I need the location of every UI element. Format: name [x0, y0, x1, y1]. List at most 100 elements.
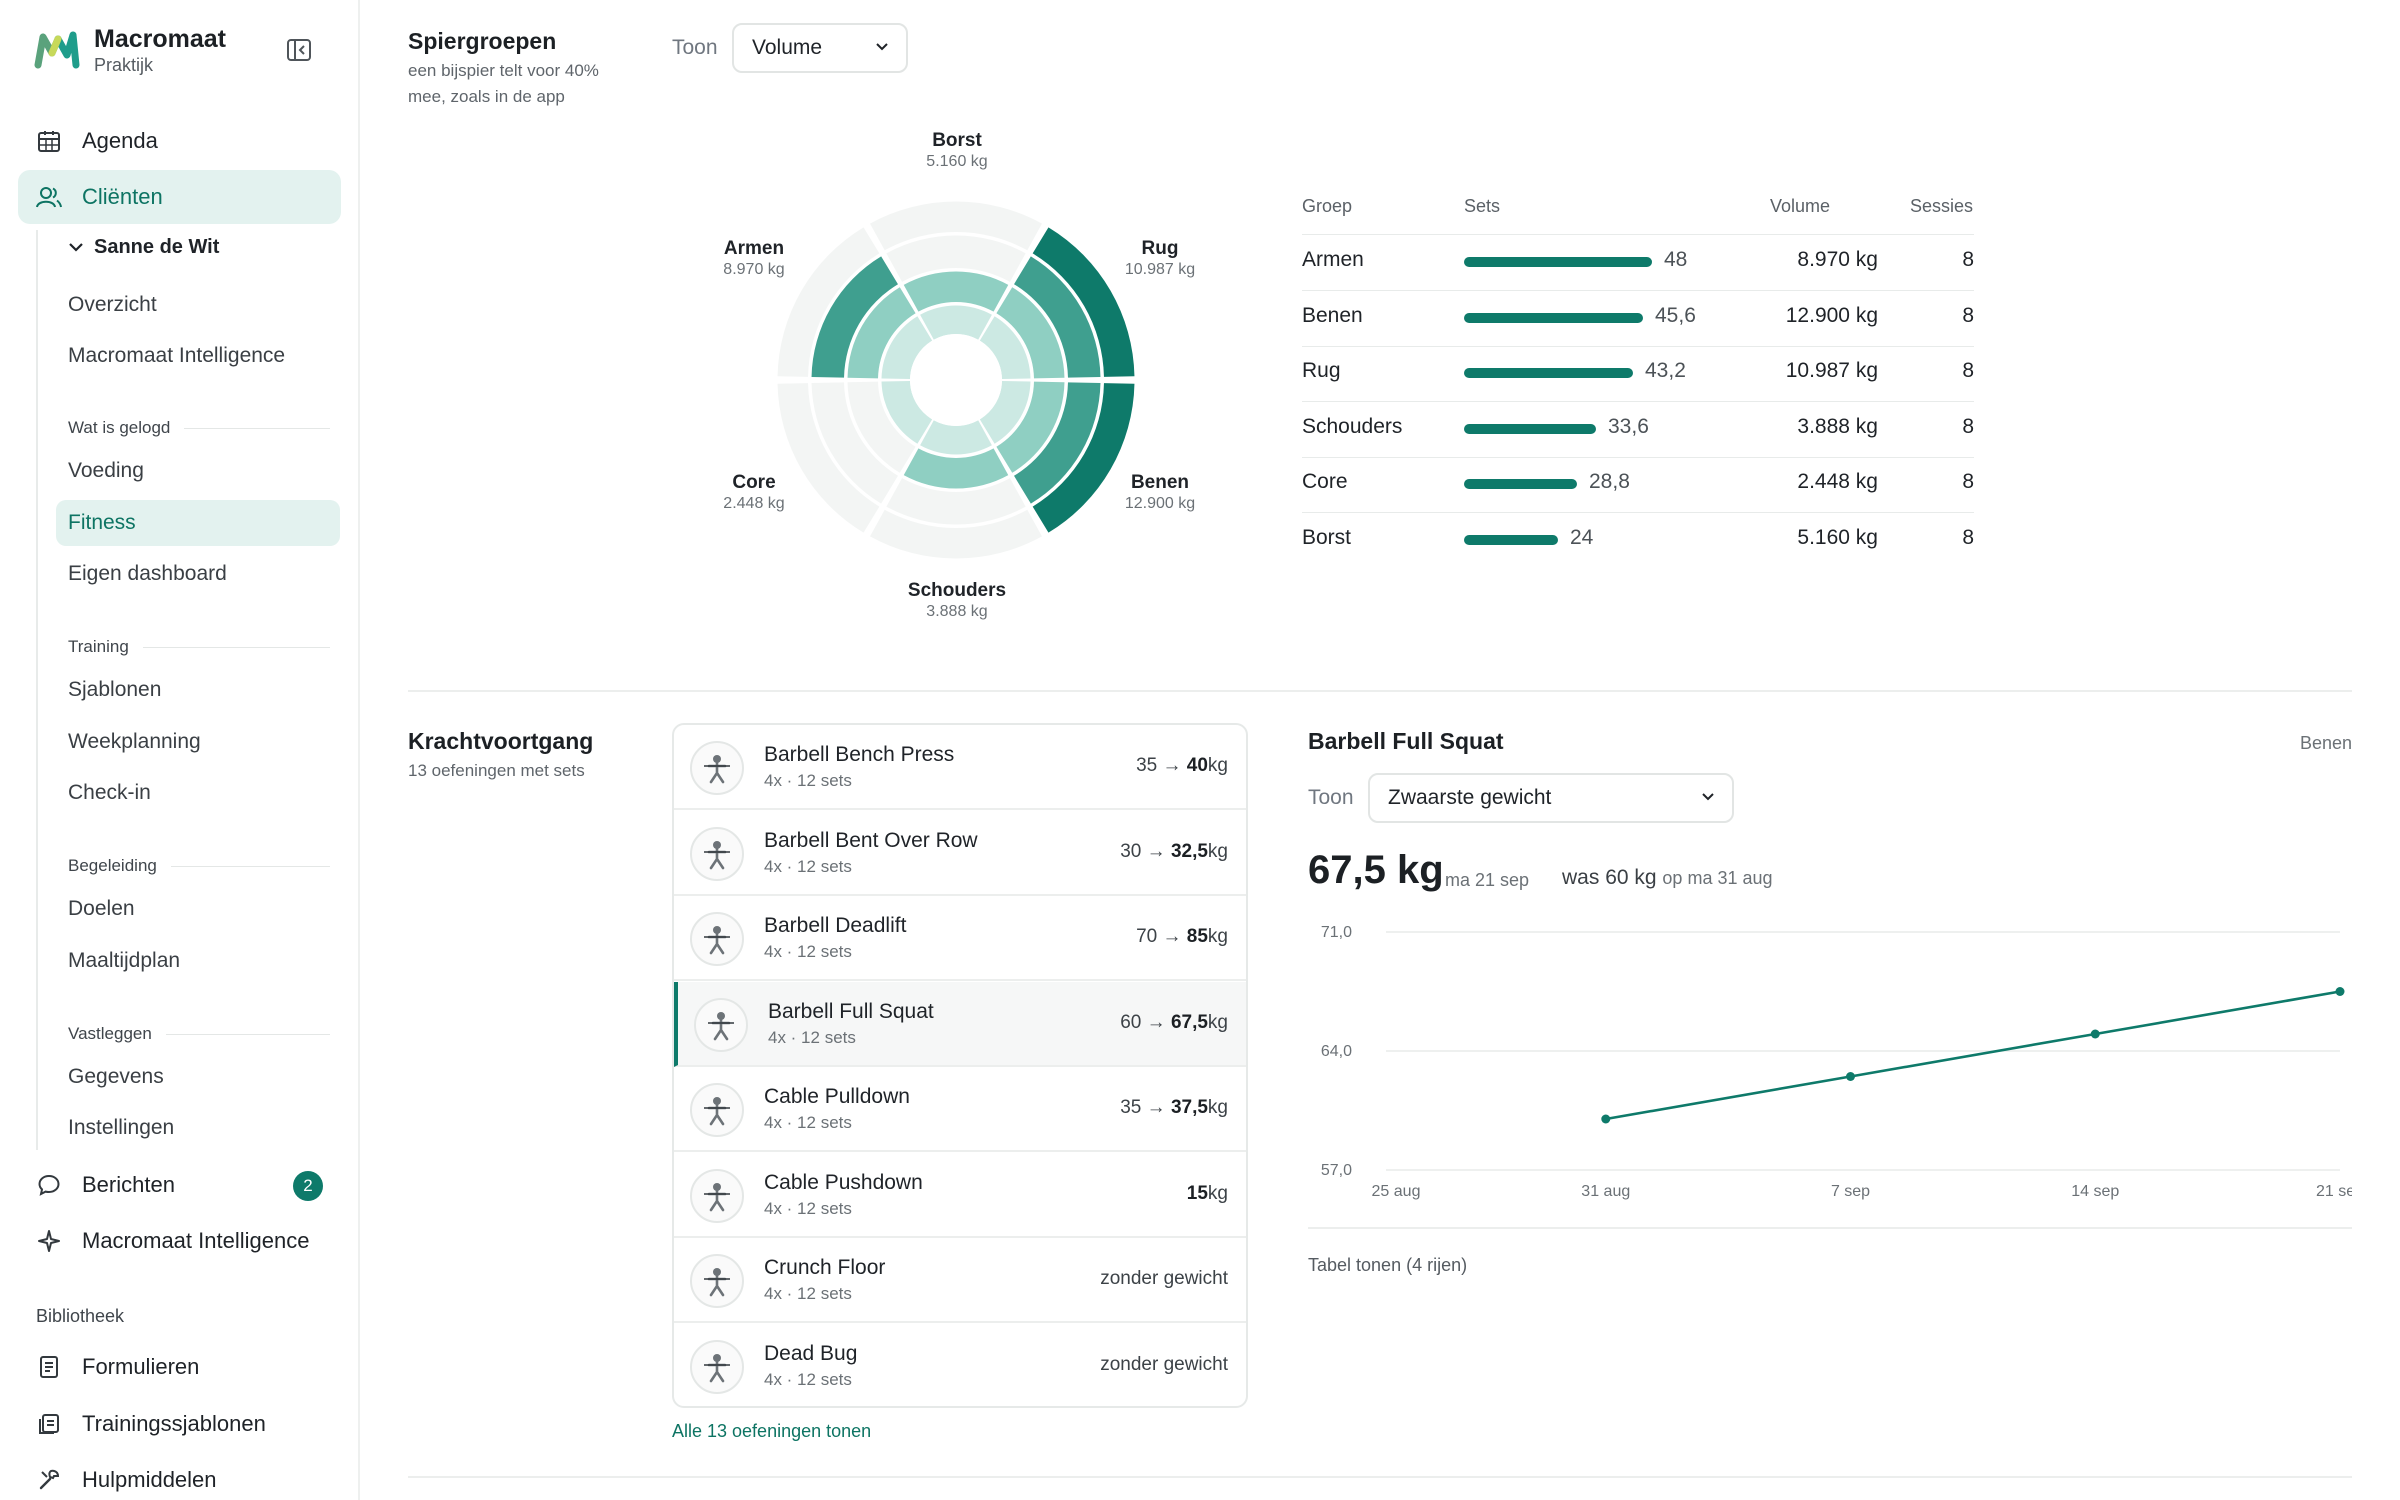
nav-hulpmiddelen[interactable]: Hulpmiddelen	[18, 1453, 341, 1500]
exercise-progress: 60 → 67,5kg	[1120, 1012, 1228, 1034]
radial-name: Armen	[723, 238, 785, 259]
radial-segment-core	[811, 382, 898, 504]
collapse-sidebar-icon[interactable]	[286, 38, 312, 62]
exercise-figure-icon	[690, 1339, 744, 1394]
muscles-title: Spiergroepen	[408, 28, 557, 54]
cell-sessies: 8	[1962, 526, 1974, 549]
radial-value: 2.448 kg	[723, 495, 785, 512]
brand[interactable]: Macromaat Praktijk	[34, 24, 226, 76]
muscles-metric-select[interactable]: Volume	[732, 23, 908, 73]
sidebar-item-doelen[interactable]: Doelen	[56, 886, 340, 932]
cell-sessies: 8	[1962, 414, 1974, 438]
cell-volume: 2.448 kg	[1797, 470, 1878, 494]
exercise-row[interactable]: Barbell Bent Over Row 4x · 12 sets 30 → …	[674, 811, 1246, 896]
nav-formulieren[interactable]: Formulieren	[18, 1340, 341, 1394]
radial-value: 12.900 kg	[1124, 495, 1196, 512]
group-label-text: Begeleiding	[68, 856, 157, 875]
radial-segment-armen	[777, 227, 880, 377]
exercise-to: 32,5	[1170, 840, 1208, 862]
client-sanne-de-wit[interactable]: Sanne de Wit	[68, 236, 219, 259]
nav-trainingssjablonen[interactable]: Trainingssjablonen	[18, 1397, 341, 1451]
table-divider	[1302, 290, 1974, 291]
exercise-row[interactable]: Barbell Bench Press 4x · 12 sets 35 → 40…	[674, 725, 1246, 810]
exercise-row[interactable]: Dead Bug 4x · 12 sets zonder gewicht	[674, 1324, 1246, 1407]
sidebar-item-instellingen[interactable]: Instellingen	[56, 1105, 340, 1151]
table-header-sets[interactable]: Sets	[1464, 196, 1501, 216]
sidebar-item-label: Weekplanning	[68, 730, 201, 753]
group-label-training: Training	[68, 637, 330, 657]
sidebar-item-maaltijdplan[interactable]: Maaltijdplan	[56, 938, 340, 984]
exercise-name: Crunch Floor	[764, 1256, 886, 1279]
exercise-row[interactable]: Barbell Full Squat 4x · 12 sets 60 → 67,…	[674, 981, 1246, 1067]
nav-berichten[interactable]: Berichten 2	[18, 1158, 341, 1212]
nav-agenda[interactable]: Agenda	[18, 114, 341, 168]
sidebar-item-intelligence[interactable]: Macromaat Intelligence	[56, 333, 340, 379]
show-all-exercises-link[interactable]: Alle 13 oefeningen tonen	[672, 1421, 872, 1441]
sidebar-item-checkin[interactable]: Check-in	[56, 770, 340, 816]
group-label-begeleiding: Begeleiding	[68, 856, 330, 876]
exercise-unit: kg	[1207, 926, 1228, 947]
exercise-figure-icon	[690, 1254, 744, 1308]
group-label-text: Training	[68, 637, 129, 656]
detail-metric-value: Zwaarste gewicht	[1388, 786, 1552, 809]
radial-name: Benen	[1130, 472, 1190, 493]
sidebar-item-gegevens[interactable]: Gegevens	[56, 1054, 340, 1100]
sidebar-item-label: Eigen dashboard	[68, 562, 227, 585]
cell-sets: 28,8	[1589, 470, 1630, 494]
tree-line	[36, 230, 38, 1150]
table-header-groep[interactable]: Groep	[1302, 196, 1353, 216]
exercise-meta: 4x · 12 sets	[764, 1369, 852, 1389]
exercise-row[interactable]: Barbell Deadlift 4x · 12 sets 70 → 85kg	[674, 896, 1246, 981]
exercise-to: 37,5	[1170, 1097, 1208, 1118]
exercise-progress: 30 → 32,5kg	[1120, 841, 1228, 863]
exercise-row[interactable]: Cable Pushdown 4x · 12 sets 15kg	[674, 1153, 1246, 1238]
cell-sessies: 8	[1962, 470, 1974, 494]
sidebar-item-sjablonen[interactable]: Sjablonen	[56, 667, 340, 713]
exercise-figure-icon	[690, 912, 744, 966]
data-point	[2335, 987, 2345, 996]
exercise-no-weight: zonder gewicht	[1100, 1268, 1228, 1289]
nav-clienten-label: Cliënten	[82, 184, 163, 209]
nav-macromaat-intelligence[interactable]: Macromaat Intelligence	[18, 1214, 341, 1268]
exercise-unit: kg	[1207, 1097, 1228, 1118]
sidebar-item-weekplanning[interactable]: Weekplanning	[56, 719, 340, 765]
exercise-row[interactable]: Crunch Floor 4x · 12 sets zonder gewicht	[674, 1238, 1246, 1323]
radial-segment-schouders	[886, 478, 1026, 525]
sidebar-item-eigen-dashboard[interactable]: Eigen dashboard	[56, 551, 340, 597]
tools-icon	[36, 1467, 62, 1493]
sets-bar	[1464, 479, 1577, 490]
exercise-to: 85	[1186, 926, 1208, 947]
table-toggle-link[interactable]: Tabel tonen (4 rijen)	[1308, 1255, 1468, 1275]
radial-segment-benen	[979, 380, 1031, 444]
macromaat-logo-icon	[34, 31, 80, 69]
exercise-row[interactable]: Cable Pulldown 4x · 12 sets 35 → 37,5kg	[674, 1067, 1246, 1152]
radial-segment-benen	[1014, 382, 1101, 504]
radial-segment-schouders	[903, 448, 1009, 489]
radial-segment-core	[881, 380, 933, 444]
sidebar-item-overzicht[interactable]: Overzicht	[56, 282, 340, 328]
nav-clienten[interactable]: Cliënten	[18, 170, 341, 224]
exercise-figure-icon	[690, 826, 744, 881]
section-divider	[408, 1476, 2352, 1478]
sidebar-item-fitness[interactable]: Fitness	[56, 500, 340, 546]
radial-segment-rug	[1032, 227, 1135, 377]
detail-metric-select[interactable]: Zwaarste gewicht	[1368, 773, 1734, 823]
exercise-arrow: →	[1162, 755, 1182, 776]
document-icon	[36, 1354, 62, 1380]
radial-segment-borst	[903, 271, 1009, 312]
table-header-sessies[interactable]: Sessies	[1910, 196, 1974, 216]
radial-label-schouders: Schouders 3.888 kg	[867, 580, 1047, 622]
chevron-down-icon	[1702, 793, 1714, 801]
sidebar-item-label: Sjablonen	[68, 678, 162, 701]
radial-segment-core	[847, 381, 916, 473]
table-header-volume[interactable]: Volume	[1770, 196, 1831, 216]
sets-bar	[1464, 535, 1558, 545]
x-tick-label: 21 sep	[2316, 1183, 2352, 1200]
sidebar-item-label: Maaltijdplan	[68, 949, 181, 972]
nav-formulieren-label: Formulieren	[82, 1354, 200, 1379]
radial-segment-rug	[979, 316, 1031, 380]
sidebar-item-voeding[interactable]: Voeding	[56, 448, 340, 494]
table-divider	[1302, 401, 1974, 403]
exercise-figure-icon	[690, 1168, 744, 1223]
users-icon	[36, 184, 62, 210]
